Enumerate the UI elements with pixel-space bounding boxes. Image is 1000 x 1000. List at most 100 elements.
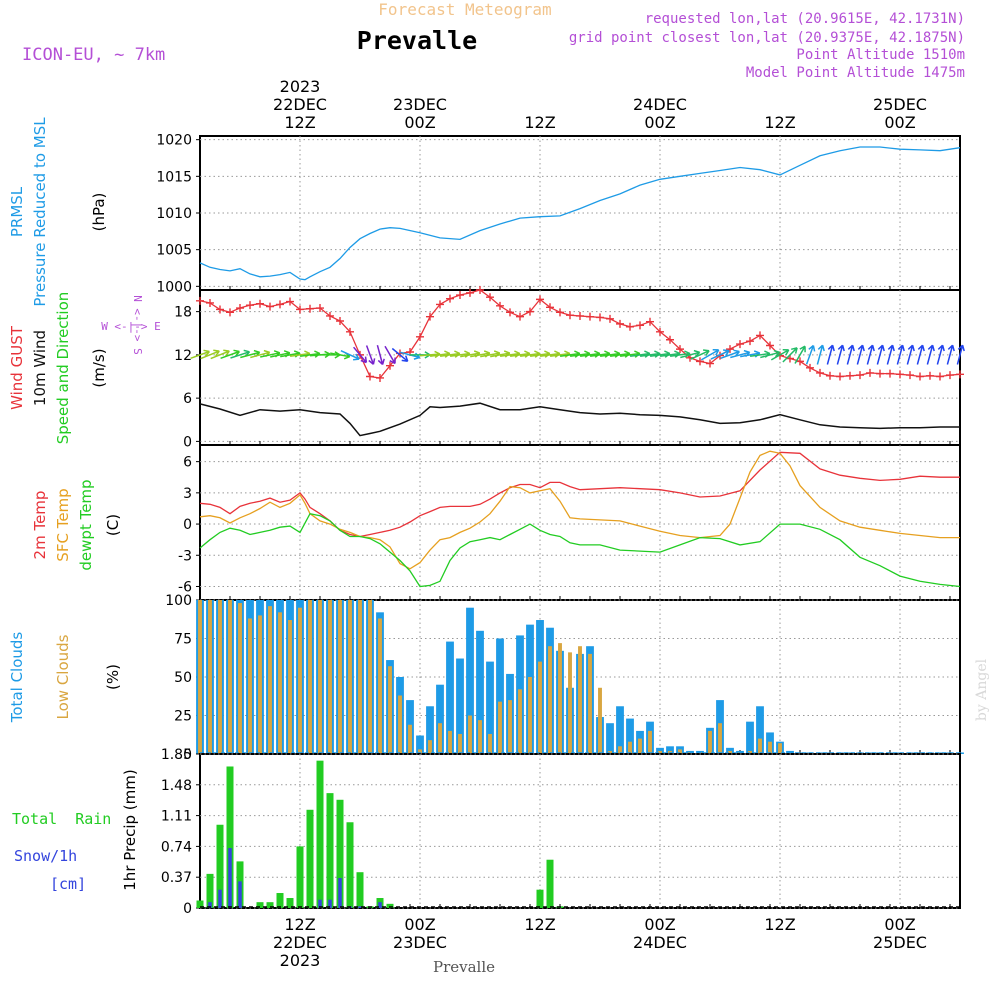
low-cloud-bar bbox=[768, 741, 772, 754]
footer-station: Prevalle bbox=[433, 958, 495, 976]
snow-bar bbox=[318, 899, 322, 908]
wind-speed-line bbox=[199, 402, 960, 437]
total-cloud-bar bbox=[456, 658, 464, 754]
ytick-label: 100 bbox=[165, 593, 192, 609]
panel-2: -6 -3 0 3 6 bbox=[178, 444, 961, 601]
low-cloud-bar bbox=[678, 749, 682, 754]
wind-arrow bbox=[700, 349, 720, 361]
gust-marker bbox=[546, 303, 554, 312]
low-cloud-bar bbox=[758, 738, 762, 754]
gust-marker bbox=[346, 327, 354, 336]
gust-marker bbox=[916, 372, 924, 381]
gust-marker bbox=[646, 317, 654, 326]
total-cloud-bar bbox=[616, 706, 624, 754]
wind-arrow bbox=[956, 344, 965, 365]
wind-arrow bbox=[770, 349, 790, 361]
time-label-top: 24DEC bbox=[633, 95, 687, 114]
gust-marker bbox=[516, 312, 524, 321]
time-label-bottom: 12Z bbox=[764, 915, 795, 934]
wind-arrow bbox=[200, 349, 220, 360]
station-title: Prevalle bbox=[357, 26, 477, 55]
gust-marker bbox=[596, 313, 604, 322]
gust-marker bbox=[636, 321, 644, 330]
total-cloud-bar bbox=[746, 721, 754, 754]
low-cloud-bar bbox=[258, 615, 262, 754]
panel-1: 0 6 12 18 bbox=[174, 286, 965, 450]
total-cloud-bar bbox=[416, 735, 424, 754]
time-label-bottom: 22DEC bbox=[273, 933, 327, 952]
ytick-label: 0 bbox=[183, 747, 192, 763]
temp-unit: (C) bbox=[104, 514, 122, 536]
gust-marker bbox=[276, 300, 284, 309]
gust-marker bbox=[416, 332, 424, 341]
rain-bar bbox=[336, 799, 344, 908]
ytick-label: -6 bbox=[178, 579, 192, 595]
low-cloud-bar bbox=[438, 723, 442, 754]
ytick-label: 1005 bbox=[156, 243, 192, 259]
low-cloud-bar bbox=[518, 689, 522, 754]
gust-marker bbox=[236, 304, 244, 313]
gust-marker bbox=[326, 311, 334, 320]
sfc-label: SFC Temp bbox=[54, 488, 72, 561]
wind-unit: (m/s) bbox=[90, 348, 108, 387]
gust-marker bbox=[766, 341, 774, 350]
wind-arrow bbox=[816, 344, 825, 365]
snow-bar bbox=[358, 906, 362, 908]
low-cloud-bar bbox=[368, 600, 372, 754]
gust-marker bbox=[906, 371, 914, 380]
low-cloud-bar bbox=[468, 715, 472, 754]
gust-marker bbox=[736, 340, 744, 349]
gust-marker bbox=[956, 370, 964, 379]
low-cloud-bar bbox=[718, 723, 722, 754]
total-cloud-bar bbox=[666, 746, 674, 754]
snow-bar bbox=[228, 848, 232, 908]
rain-bar bbox=[546, 859, 554, 908]
time-label-top: 00Z bbox=[884, 113, 915, 132]
wind-arrow bbox=[916, 344, 925, 365]
time-label-top: 25DEC bbox=[873, 95, 927, 114]
time-label-bottom: 25DEC bbox=[873, 933, 927, 952]
low-cloud-bar bbox=[308, 600, 312, 754]
low-cloud-bar bbox=[378, 618, 382, 754]
rain-bar bbox=[196, 900, 204, 908]
snow-label: Snow/1h bbox=[14, 847, 77, 865]
time-label-top: 23DEC bbox=[393, 95, 447, 114]
low-clouds-label: Low Clouds bbox=[54, 634, 72, 719]
gust-marker bbox=[656, 327, 664, 336]
sfc-temp-line bbox=[199, 450, 960, 570]
wind-arrow bbox=[906, 344, 915, 365]
rain-bar bbox=[326, 793, 334, 908]
ytick-label: 0 bbox=[183, 517, 192, 533]
gust-marker bbox=[486, 293, 494, 302]
low-cloud-bar bbox=[548, 646, 552, 754]
rain-bar bbox=[356, 872, 364, 908]
gust-marker bbox=[606, 314, 614, 323]
gust-marker bbox=[696, 357, 704, 366]
wind-arrow bbox=[340, 350, 360, 361]
ytick-label: 0 bbox=[183, 434, 192, 450]
pressure-labels: PRMSL Pressure Reduced to MSL (hPa) bbox=[8, 117, 108, 307]
time-label-top: 12Z bbox=[284, 113, 315, 132]
gust-marker bbox=[536, 295, 544, 304]
ytick-label: 75 bbox=[174, 632, 192, 648]
snow-bar bbox=[218, 889, 222, 908]
rain-bar bbox=[316, 760, 324, 908]
rain-bar bbox=[276, 893, 284, 908]
gust-marker bbox=[816, 368, 824, 377]
low-cloud-bar bbox=[358, 600, 362, 754]
low-cloud-bar bbox=[268, 606, 272, 754]
low-cloud-bar bbox=[348, 600, 352, 754]
dir-label: Speed and Direction bbox=[54, 292, 72, 445]
low-cloud-bar bbox=[588, 653, 592, 754]
ytick-label: 0.74 bbox=[161, 839, 192, 855]
time-label-bottom: 23DEC bbox=[393, 933, 447, 952]
gust-marker bbox=[376, 373, 384, 382]
ytick-label: 1.11 bbox=[161, 809, 192, 825]
gust-marker bbox=[576, 311, 584, 320]
low-cloud-bar bbox=[248, 618, 252, 754]
gust-marker bbox=[386, 361, 394, 370]
low-cloud-bar bbox=[328, 600, 332, 754]
gust-marker bbox=[456, 291, 464, 300]
gust-marker bbox=[746, 337, 754, 346]
rain-bar bbox=[296, 846, 304, 908]
